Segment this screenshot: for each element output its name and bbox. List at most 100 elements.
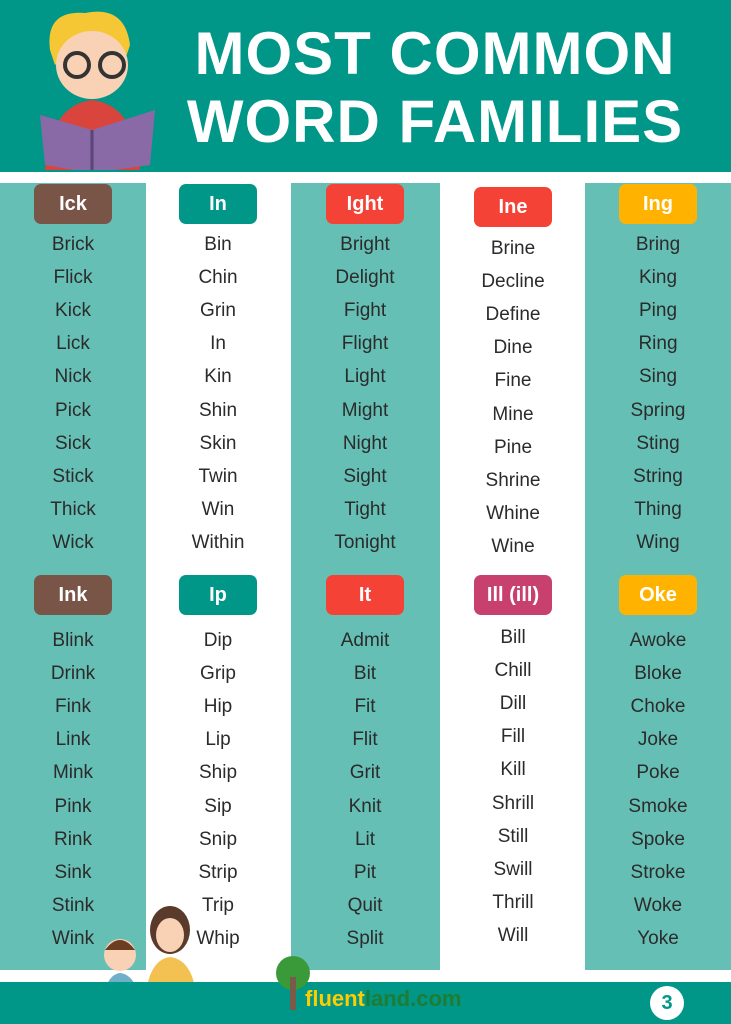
word-item: Wine bbox=[491, 535, 535, 557]
word-item: Sing bbox=[638, 366, 678, 388]
word-item: Define bbox=[485, 304, 541, 326]
word-item: Ring bbox=[638, 333, 678, 355]
word-item: Sight bbox=[343, 465, 387, 487]
word-item: Wink bbox=[51, 927, 95, 949]
family-badge: Ine bbox=[474, 187, 552, 227]
family-badge: Ip bbox=[179, 575, 257, 615]
word-item: Bright bbox=[340, 234, 390, 255]
word-item: Nick bbox=[54, 366, 92, 388]
word-item: King bbox=[638, 267, 678, 289]
word-item: Whine bbox=[486, 502, 540, 524]
word-item: Kick bbox=[55, 300, 91, 322]
word-item: Skin bbox=[199, 432, 237, 454]
word-item: Wing bbox=[636, 531, 680, 553]
word-item: Light bbox=[344, 366, 386, 388]
word-item: Kill bbox=[500, 759, 526, 781]
word-item: Rink bbox=[53, 828, 92, 850]
word-item: Awoke bbox=[629, 630, 687, 651]
word-item: Smoke bbox=[628, 795, 688, 817]
word-item: Tonight bbox=[334, 531, 396, 553]
word-item: Snip bbox=[198, 828, 238, 850]
word-item: In bbox=[210, 333, 226, 355]
fluentland-logo[interactable]: fluentland.com bbox=[305, 986, 461, 1012]
word-item: Still bbox=[497, 825, 529, 847]
word-item: Within bbox=[191, 531, 245, 553]
word-item: Joke bbox=[637, 729, 679, 751]
word-item: Ship bbox=[198, 762, 238, 784]
word-item: Grin bbox=[200, 300, 236, 322]
word-item: Grip bbox=[200, 663, 236, 685]
word-item: Lip bbox=[205, 729, 231, 751]
word-item: Shrine bbox=[485, 469, 541, 491]
title-line-2: WORD FAMILIES bbox=[186, 88, 684, 155]
word-item: Wick bbox=[52, 531, 94, 553]
title-line-1: MOST COMMON bbox=[194, 20, 676, 87]
word-item: Sink bbox=[54, 861, 92, 883]
word-item: Choke bbox=[630, 696, 686, 718]
word-item: Split bbox=[346, 927, 384, 949]
footer-banner bbox=[0, 982, 731, 1024]
header-banner: MOST COMMON WORD FAMILIES bbox=[0, 0, 731, 172]
word-item: Stick bbox=[52, 465, 94, 487]
word-item: Tight bbox=[344, 498, 386, 520]
word-item: Poke bbox=[636, 762, 680, 784]
word-item: Pink bbox=[54, 795, 92, 817]
word-item: Quit bbox=[347, 894, 383, 916]
word-item: Dine bbox=[493, 337, 533, 359]
word-item: Pit bbox=[353, 861, 377, 883]
word-item: Trip bbox=[201, 894, 235, 916]
word-item: Sick bbox=[55, 432, 91, 454]
word-item: Stroke bbox=[630, 861, 686, 883]
word-item: Spring bbox=[630, 399, 686, 421]
word-item: Whip bbox=[196, 927, 240, 949]
word-item: Win bbox=[201, 498, 235, 520]
word-item: Fight bbox=[343, 300, 387, 322]
word-item: Bring bbox=[635, 234, 681, 255]
word-item: Spoke bbox=[631, 828, 685, 850]
word-item: Flick bbox=[53, 267, 93, 289]
word-item: Blink bbox=[52, 630, 94, 651]
family-badge: Ink bbox=[34, 575, 112, 615]
word-item: Lit bbox=[354, 828, 376, 850]
word-item: Kin bbox=[204, 366, 232, 388]
word-item: Flit bbox=[352, 729, 378, 751]
word-item: Mink bbox=[52, 762, 94, 784]
word-item: Bin bbox=[204, 234, 232, 255]
word-item: Delight bbox=[335, 267, 395, 289]
family-badge: Ick bbox=[34, 184, 112, 224]
boy-reading-illustration bbox=[40, 11, 155, 170]
word-item: Dill bbox=[499, 693, 527, 715]
word-item: Mine bbox=[492, 403, 534, 425]
word-item: Fit bbox=[354, 696, 376, 718]
word-item: Chill bbox=[494, 660, 532, 682]
word-item: Admit bbox=[340, 630, 390, 651]
word-item: Will bbox=[497, 924, 529, 946]
word-item: Hip bbox=[203, 696, 233, 718]
family-badge: In bbox=[179, 184, 257, 224]
word-item: Woke bbox=[633, 894, 683, 916]
word-item: Brine bbox=[490, 238, 536, 259]
word-item: Pine bbox=[493, 436, 533, 458]
family-badge: Oke bbox=[619, 575, 697, 615]
word-item: Lick bbox=[56, 333, 90, 355]
logo-text-fluent: fluent bbox=[305, 986, 365, 1011]
word-item: Pick bbox=[55, 399, 91, 421]
word-item: Stink bbox=[51, 894, 95, 916]
word-item: Might bbox=[341, 399, 389, 421]
word-item: Bill bbox=[500, 627, 526, 648]
word-item: Sip bbox=[204, 795, 232, 817]
word-item: Bit bbox=[353, 663, 377, 685]
word-item: String bbox=[633, 465, 683, 487]
word-item: Decline bbox=[481, 271, 545, 293]
word-item: Knit bbox=[348, 795, 382, 817]
word-item: Grit bbox=[349, 762, 381, 784]
word-item: Drink bbox=[50, 663, 96, 685]
word-item: Dip bbox=[203, 630, 233, 651]
word-item: Shrill bbox=[491, 792, 535, 814]
word-item: Link bbox=[55, 729, 91, 751]
word-item: Thrill bbox=[492, 891, 534, 913]
word-item: Sting bbox=[636, 432, 680, 454]
family-badge: Ing bbox=[619, 184, 697, 224]
word-item: Shin bbox=[198, 399, 238, 421]
family-badge: It bbox=[326, 575, 404, 615]
